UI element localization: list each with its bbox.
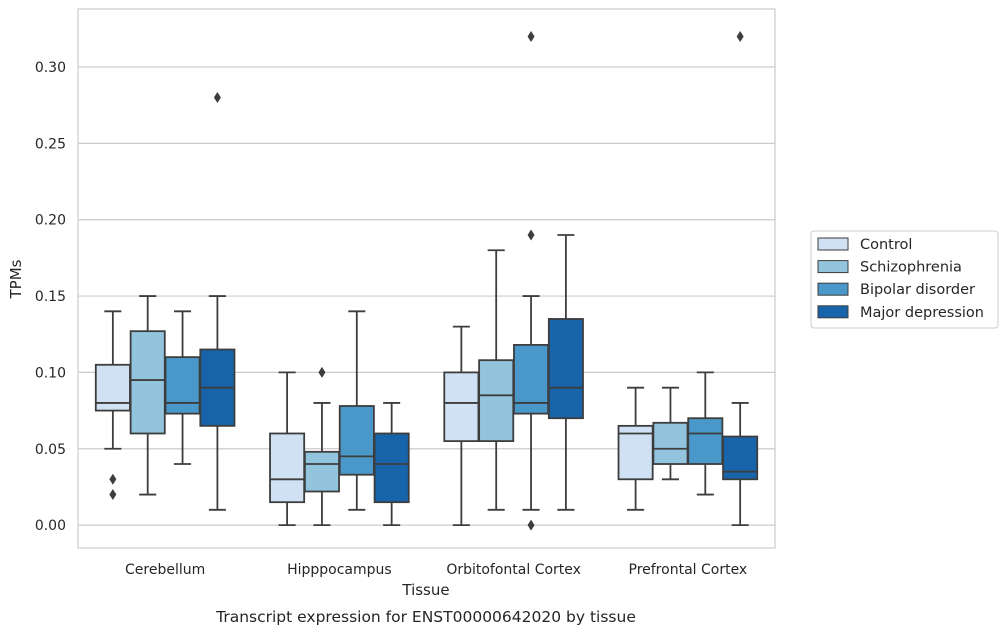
outlier-point: [318, 366, 326, 378]
series-control: [94, 310, 654, 526]
box-body: [303, 450, 340, 493]
box-mark: [199, 92, 236, 511]
box-body: [617, 424, 654, 481]
box-series-layer: [94, 30, 759, 531]
box-mark: [164, 310, 201, 465]
series-schizophrenia: [129, 249, 689, 526]
legend-item: Major depression: [817, 305, 984, 321]
legend-swatch: [817, 282, 849, 296]
box-body: [338, 405, 375, 476]
x-tick-label: Hipppocampus: [287, 562, 392, 578]
plot-frame: [77, 8, 776, 549]
box-body: [269, 432, 306, 504]
box-body: [129, 330, 166, 435]
box-body: [373, 432, 410, 504]
box-mark: [687, 371, 724, 496]
legend-items: Control Schizophrenia Bipolar disorder Majo…: [817, 237, 984, 321]
box-mark: [547, 234, 584, 511]
box-mark: [478, 249, 515, 511]
y-tick-label: 0.00: [35, 518, 66, 534]
legend: Control Schizophrenia Bipolar disorder Majo…: [810, 230, 999, 329]
box-mark: [617, 386, 654, 511]
y-tick-label: 0.25: [35, 136, 66, 152]
outlier-point: [109, 489, 117, 501]
box-body: [164, 356, 201, 415]
outlier-point: [527, 519, 535, 531]
box-mark: [513, 30, 550, 531]
legend-item: Bipolar disorder: [817, 282, 975, 298]
box-mark: [652, 386, 689, 481]
x-tick-label: Cerebellum: [125, 562, 205, 578]
outlier-point: [736, 30, 744, 42]
legend-label: Major depression: [860, 305, 984, 321]
y-tick-label: 0.30: [35, 60, 66, 76]
outlier-point: [527, 30, 535, 42]
legend-swatch: [817, 305, 849, 319]
box-body: [478, 359, 515, 443]
box-body: [652, 421, 689, 465]
box-mark: [722, 30, 759, 526]
series-major-depression: [199, 30, 759, 526]
box-body: [722, 435, 759, 481]
legend-item: Schizophrenia: [817, 260, 962, 276]
legend-label: Schizophrenia: [860, 260, 962, 276]
x-axis-ticks: Cerebellum Hipppocampus Orbitofontal Corte…: [125, 562, 747, 578]
box-body: [443, 371, 480, 443]
legend-label: Control: [860, 237, 912, 253]
outlier-point: [527, 229, 535, 241]
box-body: [687, 417, 724, 465]
y-axis-label: TPMs: [7, 259, 25, 299]
legend-item: Control: [817, 237, 912, 253]
box-mark: [443, 325, 480, 526]
box-body: [547, 318, 584, 420]
y-axis-ticks: 0.00 0.05 0.10 0.15 0.20 0.25 0.30: [35, 60, 66, 534]
outlier-point: [109, 473, 117, 485]
legend-swatch: [817, 260, 849, 274]
y-tick-label: 0.15: [35, 289, 66, 305]
x-tick-label: Orbitofontal Cortex: [446, 562, 581, 578]
legend-label: Bipolar disorder: [860, 282, 975, 298]
chart-caption: Transcript expression for ENST0000064202…: [215, 608, 636, 626]
y-tick-label: 0.20: [35, 213, 66, 229]
outlier-point: [213, 92, 221, 104]
box-mark: [373, 402, 410, 526]
box-mark: [303, 366, 340, 526]
y-tick-label: 0.05: [35, 442, 66, 458]
legend-swatch: [817, 237, 849, 251]
box-mark: [338, 310, 375, 511]
y-tick-label: 0.10: [35, 365, 66, 381]
x-tick-label: Prefrontal Cortex: [629, 562, 748, 578]
legend-frame: [810, 230, 999, 329]
series-bipolar-disorder: [164, 30, 724, 531]
x-axis-label: Tissue: [401, 581, 449, 599]
